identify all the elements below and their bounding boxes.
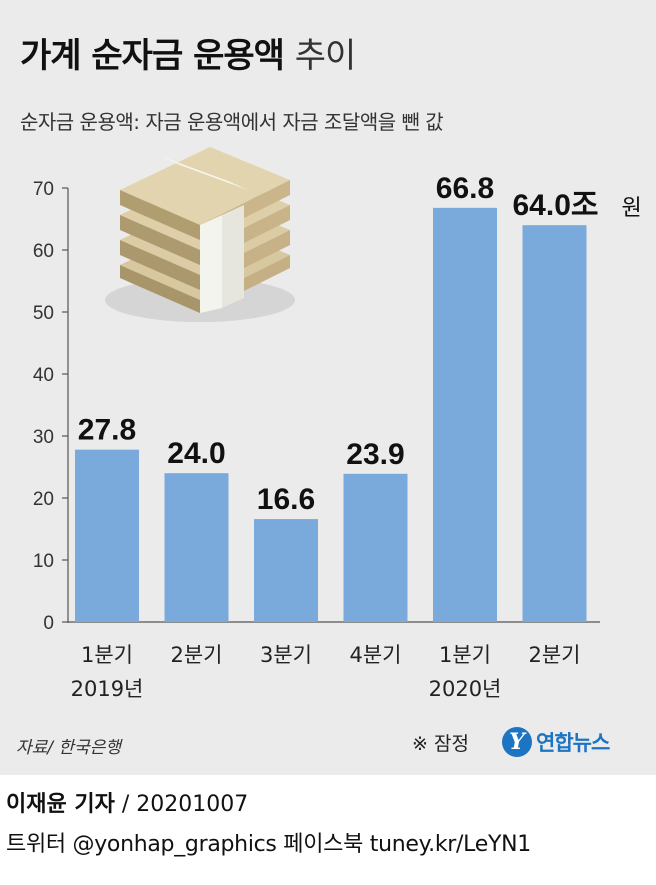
chart-panel: 가계 순자금 운용액 추이 순자금 운용액: 자금 운용액에서 자금 조달액을 … xyxy=(0,0,656,775)
value-label: 24.0 xyxy=(167,437,225,470)
y-tick-label: 10 xyxy=(33,551,54,572)
bar xyxy=(254,519,318,622)
title-main: 가계 순자금 운용액 xyxy=(20,36,285,76)
unit-label: 원 xyxy=(622,196,642,221)
y-tick-label: 30 xyxy=(33,427,54,448)
value-label: 16.6 xyxy=(257,483,315,516)
value-label: 23.9 xyxy=(346,438,404,471)
category-label: 1분기 xyxy=(439,643,491,667)
y-tick-label: 70 xyxy=(33,179,54,200)
value-label: 66.8 xyxy=(436,172,494,205)
bar xyxy=(164,473,229,622)
publish-date: / 20201007 xyxy=(121,792,249,817)
year-label: 2019년 xyxy=(71,677,144,701)
value-labels: 27.8 24.0 16.6 23.9 66.8 64.0조 원 xyxy=(78,172,642,516)
chart-title: 가계 순자금 운용액 추이 xyxy=(20,34,357,78)
provisional-note: ※ 잠정 xyxy=(412,733,469,755)
social-links: 트위터 @yonhap_graphics 페이스북 tuney.kr/LeYN1 xyxy=(6,832,531,857)
category-label: 2분기 xyxy=(528,643,580,667)
yonhap-logo: Y 연합뉴스 xyxy=(502,725,610,759)
money-stack-icon xyxy=(105,147,295,322)
byline: 이재윤 기자 / 20201007 xyxy=(6,786,248,818)
value-label: 64.0조 xyxy=(513,189,599,222)
y-tick-label: 50 xyxy=(33,303,54,324)
year-label: 2020년 xyxy=(429,677,502,701)
bars xyxy=(75,207,587,622)
reporter-name: 이재윤 기자 xyxy=(6,792,115,817)
logo-text: 연합뉴스 xyxy=(536,731,610,755)
bar xyxy=(75,449,139,622)
y-tick-label: 60 xyxy=(33,241,54,262)
bar xyxy=(343,473,408,622)
bar xyxy=(522,225,587,622)
title-light: 추이 xyxy=(294,36,357,76)
y-tick-label: 0 xyxy=(43,613,54,634)
category-label: 4분기 xyxy=(349,643,401,667)
logo-mark-icon: Y xyxy=(502,727,532,757)
y-axis: 0 10 20 30 40 50 60 70 xyxy=(33,179,600,634)
x-axis-labels: 1분기 2019년 2분기 3분기 4분기 1분기 2020년 2분기 xyxy=(71,643,581,701)
bar-chart: 0 10 20 30 40 50 60 70 27.8 24.0 16.6 23.9 66.8 64.0… xyxy=(33,147,642,701)
source-note: 자료/ 한국은행 xyxy=(16,738,121,758)
y-tick-label: 40 xyxy=(33,365,54,386)
bar xyxy=(433,207,497,622)
y-tick-label: 20 xyxy=(33,489,54,510)
category-label: 1분기 xyxy=(81,643,133,667)
value-label: 27.8 xyxy=(78,414,136,447)
chart-subtitle: 순자금 운용액: 자금 운용액에서 자금 조달액을 뺀 값 xyxy=(20,110,444,134)
category-label: 3분기 xyxy=(260,643,312,667)
category-label: 2분기 xyxy=(170,643,222,667)
